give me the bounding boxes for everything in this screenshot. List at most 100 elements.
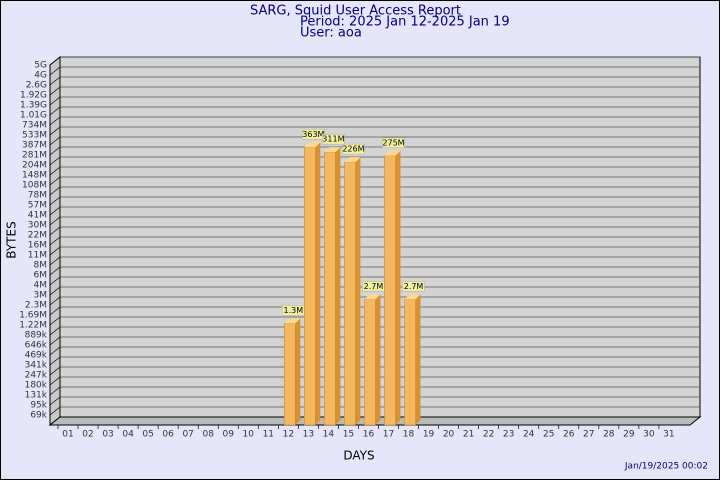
y-tick-label: 247k xyxy=(25,371,48,381)
tick-mark xyxy=(49,246,61,256)
bar-side xyxy=(415,294,421,425)
x-tick-label: 09 xyxy=(223,430,235,440)
x-tick-label: 14 xyxy=(323,430,335,440)
x-tick-label: 10 xyxy=(243,430,255,440)
tick-mark xyxy=(49,186,61,196)
tick-mark xyxy=(49,176,61,186)
x-tick-label: 03 xyxy=(102,430,113,440)
bar xyxy=(284,323,296,426)
bar-top xyxy=(404,294,421,300)
x-tick-label: 31 xyxy=(663,430,674,440)
tick-mark xyxy=(49,306,61,316)
tick-mark xyxy=(49,206,61,216)
x-tick-label: 19 xyxy=(423,430,435,440)
tick-mark xyxy=(49,266,61,276)
x-tick-label: 15 xyxy=(343,430,354,440)
bar xyxy=(344,161,356,426)
tick-mark xyxy=(49,256,61,266)
tick-mark xyxy=(49,366,61,376)
value-label-box xyxy=(402,281,425,292)
x-tick-label: 11 xyxy=(263,430,274,440)
y-tick-label: 281M xyxy=(22,151,47,161)
value-label: 226M xyxy=(342,145,364,154)
x-tick-label: 22 xyxy=(483,430,494,440)
tick-mark xyxy=(49,396,61,406)
tick-mark xyxy=(49,76,61,86)
x-tick-label: 13 xyxy=(303,430,314,440)
x-tick-label: 16 xyxy=(363,430,375,440)
y-tick-label: 3M xyxy=(34,291,48,301)
value-label: 2.7M xyxy=(364,282,384,291)
x-tick-label: 04 xyxy=(122,430,134,440)
y-tick-label: 57M xyxy=(28,201,47,211)
tick-mark xyxy=(49,226,61,236)
y-tick-label: 533M xyxy=(22,131,47,141)
tick-mark xyxy=(49,66,61,76)
y-tick-label: 5G xyxy=(34,61,47,71)
y-tick-label: 22M xyxy=(28,231,47,241)
tick-mark xyxy=(49,146,61,156)
tick-mark xyxy=(49,376,61,386)
x-tick-label: 20 xyxy=(443,430,455,440)
y-tick-label: 1.39G xyxy=(20,101,47,111)
value-label: 363M xyxy=(302,130,324,139)
tick-mark xyxy=(49,276,61,286)
x-tick-label: 02 xyxy=(82,430,93,440)
x-tick-label: 18 xyxy=(403,430,415,440)
y-tick-label: 734M xyxy=(22,121,47,131)
x-tick-label: 08 xyxy=(202,430,214,440)
y-tick-label: 11M xyxy=(28,251,47,261)
value-label: 275M xyxy=(382,138,404,147)
bar-side xyxy=(335,147,341,426)
chart-user: User: aoa xyxy=(300,26,362,41)
y-tick-label: 78M xyxy=(28,191,47,201)
bar-top xyxy=(344,157,361,163)
x-axis-label: DAYS xyxy=(343,449,374,463)
y-tick-label: 6M xyxy=(34,271,48,281)
tick-mark xyxy=(49,166,61,176)
bar xyxy=(324,151,336,426)
tick-mark xyxy=(49,326,61,336)
tick-mark xyxy=(49,56,61,66)
value-label: 1.3M xyxy=(284,306,304,315)
bar-top xyxy=(364,294,381,300)
tick-mark xyxy=(49,386,61,396)
x-tick-label: 21 xyxy=(463,430,474,440)
x-tick-label: 23 xyxy=(503,430,514,440)
y-tick-label: 646k xyxy=(25,341,48,351)
x-tick-label: 17 xyxy=(383,430,394,440)
value-label: 2.7M xyxy=(404,282,424,291)
x-tick-label: 12 xyxy=(283,430,294,440)
x-tick-label: 29 xyxy=(623,430,635,440)
y-tick-label: 131k xyxy=(25,391,48,401)
tick-mark xyxy=(49,136,61,146)
x-tick-label: 30 xyxy=(643,430,655,440)
value-label-box xyxy=(322,133,345,145)
tick-mark xyxy=(49,86,61,96)
bar-side xyxy=(395,150,401,425)
bar-top xyxy=(384,150,401,156)
tick-mark xyxy=(49,156,61,166)
bar xyxy=(364,299,376,426)
y-tick-label: 2.3M xyxy=(25,301,47,311)
y-tick-label: 95k xyxy=(30,401,47,411)
x-tick-label: 07 xyxy=(182,430,193,440)
chart-title: SARG, Squid User Access Report xyxy=(250,4,461,19)
x-tick-label: 27 xyxy=(583,430,594,440)
chart-subtitle: Period: 2025 Jan 12-2025 Jan 19 xyxy=(300,15,510,30)
footer: Jan/19/2025 00:02 xyxy=(624,462,708,472)
y-tick-label: 341k xyxy=(25,361,48,371)
tick-mark xyxy=(49,116,61,126)
x-tick-label: 28 xyxy=(603,430,615,440)
y-tick-label: 1.69M xyxy=(19,311,47,321)
x-tick-label: 06 xyxy=(162,430,174,440)
value-label-box xyxy=(382,137,405,149)
tick-mark xyxy=(49,336,61,346)
y-tick-label: 180k xyxy=(25,381,48,391)
bar xyxy=(304,147,316,426)
y-tick-label: 2.6G xyxy=(26,81,47,91)
tick-mark xyxy=(49,126,61,136)
value-label-box xyxy=(342,143,365,155)
y-tick-label: 469k xyxy=(25,351,48,361)
tick-mark xyxy=(49,96,61,106)
